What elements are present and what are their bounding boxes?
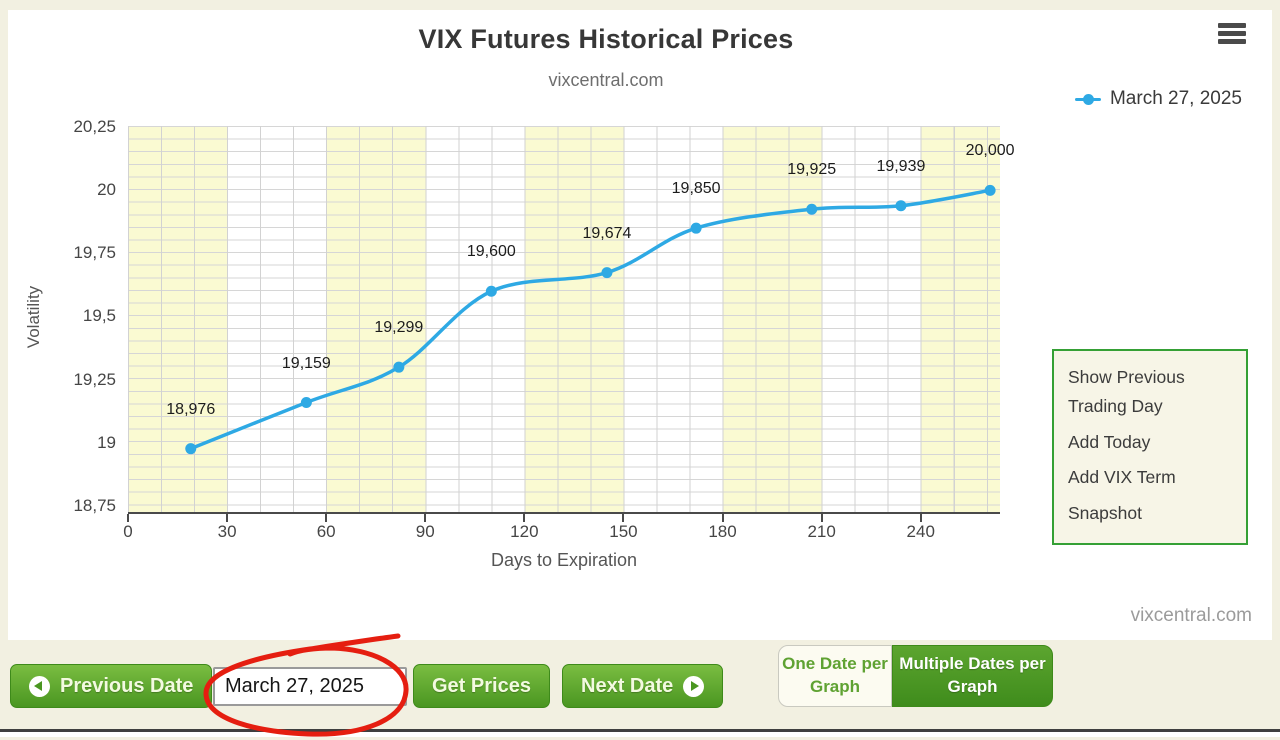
previous-date-button[interactable]: Previous Date [10, 664, 213, 708]
y-axis-tick-label: 19 [97, 432, 116, 452]
x-axis-tick-label: 90 [415, 522, 435, 541]
x-axis-tick-mark [424, 514, 427, 522]
legend-label: March 27, 2025 [1109, 88, 1242, 109]
menu-item-add-today[interactable]: Add Today [1068, 431, 1151, 452]
data-point [393, 361, 405, 373]
x-axis-tick-label: 240 [906, 522, 935, 541]
y-axis-tick-label: 18,75 [73, 495, 116, 515]
one-date-per-graph-button[interactable]: One Date per Graph [778, 645, 892, 707]
page-title: VIX Futures Historical Prices [8, 24, 1204, 55]
data-point-label: 18,976 [166, 400, 216, 418]
legend-marker-icon [1074, 93, 1101, 105]
menu-item-snapshot[interactable]: Snapshot [1068, 502, 1142, 523]
x-axis-title: Days to Expiration [490, 550, 638, 570]
y-axis-tick-label: 19,5 [82, 306, 116, 326]
data-point [895, 200, 907, 212]
x-axis-tick-mark [919, 514, 922, 522]
data-point-label: 19,674 [582, 224, 632, 242]
x-axis-tick-label: 60 [316, 522, 336, 541]
page-bottom-divider [0, 729, 1280, 732]
series-line [189, 188, 992, 451]
data-point [485, 285, 497, 297]
circle-arrow-left-icon [29, 675, 50, 697]
chart-card: VIX Futures Historical Prices vixcentral… [8, 10, 1272, 640]
x-axis-tick-label: 210 [807, 522, 836, 541]
next-date-label: Next Date [581, 674, 674, 697]
data-point-label: 19,299 [374, 319, 424, 337]
menu-item-add-vix-term[interactable]: Add VIX Term [1068, 467, 1176, 488]
menu-item-show-previous[interactable]: Show Previous Trading Day [1068, 367, 1185, 417]
x-axis-tick-mark [325, 514, 328, 522]
data-point-label: 19,159 [281, 354, 331, 372]
x-axis-tick-label: 30 [217, 522, 237, 541]
circle-arrow-right-icon [683, 675, 705, 697]
x-axis-tick-mark [226, 514, 229, 522]
one-date-label: One Date per Graph [782, 654, 888, 696]
data-point-label: 19,925 [787, 161, 837, 179]
multiple-dates-per-graph-button[interactable]: Multiple Dates per Graph [892, 645, 1053, 707]
x-axis-tick-mark [523, 514, 526, 522]
data-point [984, 184, 996, 196]
chart-subtitle: vixcentral.com [548, 70, 664, 90]
legend-dot [1082, 93, 1094, 105]
x-axis-tick-label: 0 [123, 522, 133, 541]
y-axis-title: Volatility [24, 285, 43, 349]
x-axis-tick-label: 120 [510, 522, 539, 541]
series-line-chart [185, 184, 996, 455]
chart-title: VIX Futures Historical Prices [418, 24, 794, 54]
data-point [300, 397, 312, 409]
x-axis-tick-label: 150 [609, 522, 638, 541]
chart-side-menu: Show Previous Trading Day Add Today Add … [1052, 349, 1248, 545]
data-point [690, 222, 702, 234]
x-axis-tick-mark [721, 514, 724, 522]
multiple-dates-label: Multiple Dates per Graph [899, 654, 1046, 696]
x-axis-tick-mark [622, 514, 625, 522]
data-point-label: 19,939 [876, 157, 926, 175]
x-axis-tick-label: 180 [708, 522, 737, 541]
watermark: vixcentral.com [1130, 605, 1252, 626]
data-point-label: 19,600 [466, 243, 516, 261]
get-prices-button[interactable]: Get Prices [413, 664, 550, 708]
data-point [601, 267, 613, 279]
y-axis-tick-label: 19,25 [73, 369, 116, 389]
x-axis-tick-mark [127, 514, 129, 522]
data-point [185, 443, 197, 455]
page-bottom-strip [0, 732, 1280, 737]
get-prices-label: Get Prices [432, 674, 531, 697]
x-axis-tick-mark [820, 514, 823, 522]
y-axis-tick-label: 19,75 [73, 243, 116, 263]
plot-area: 18,976 19,159 19,299 19,600 19,674 19,850 19,9… [128, 126, 1015, 514]
data-point [806, 203, 818, 215]
next-date-button[interactable]: Next Date [562, 664, 724, 708]
previous-date-label: Previous Date [60, 674, 194, 697]
data-point-label: 20,000 [965, 142, 1015, 160]
y-axis-tick-label: 20 [97, 180, 116, 200]
data-point-label: 19,850 [671, 180, 721, 198]
y-axis-tick-label: 20,25 [73, 117, 116, 137]
menu-icon[interactable] [1218, 23, 1246, 47]
date-input[interactable] [213, 667, 407, 706]
legend-item[interactable]: March 27, 2025 [1074, 88, 1242, 110]
